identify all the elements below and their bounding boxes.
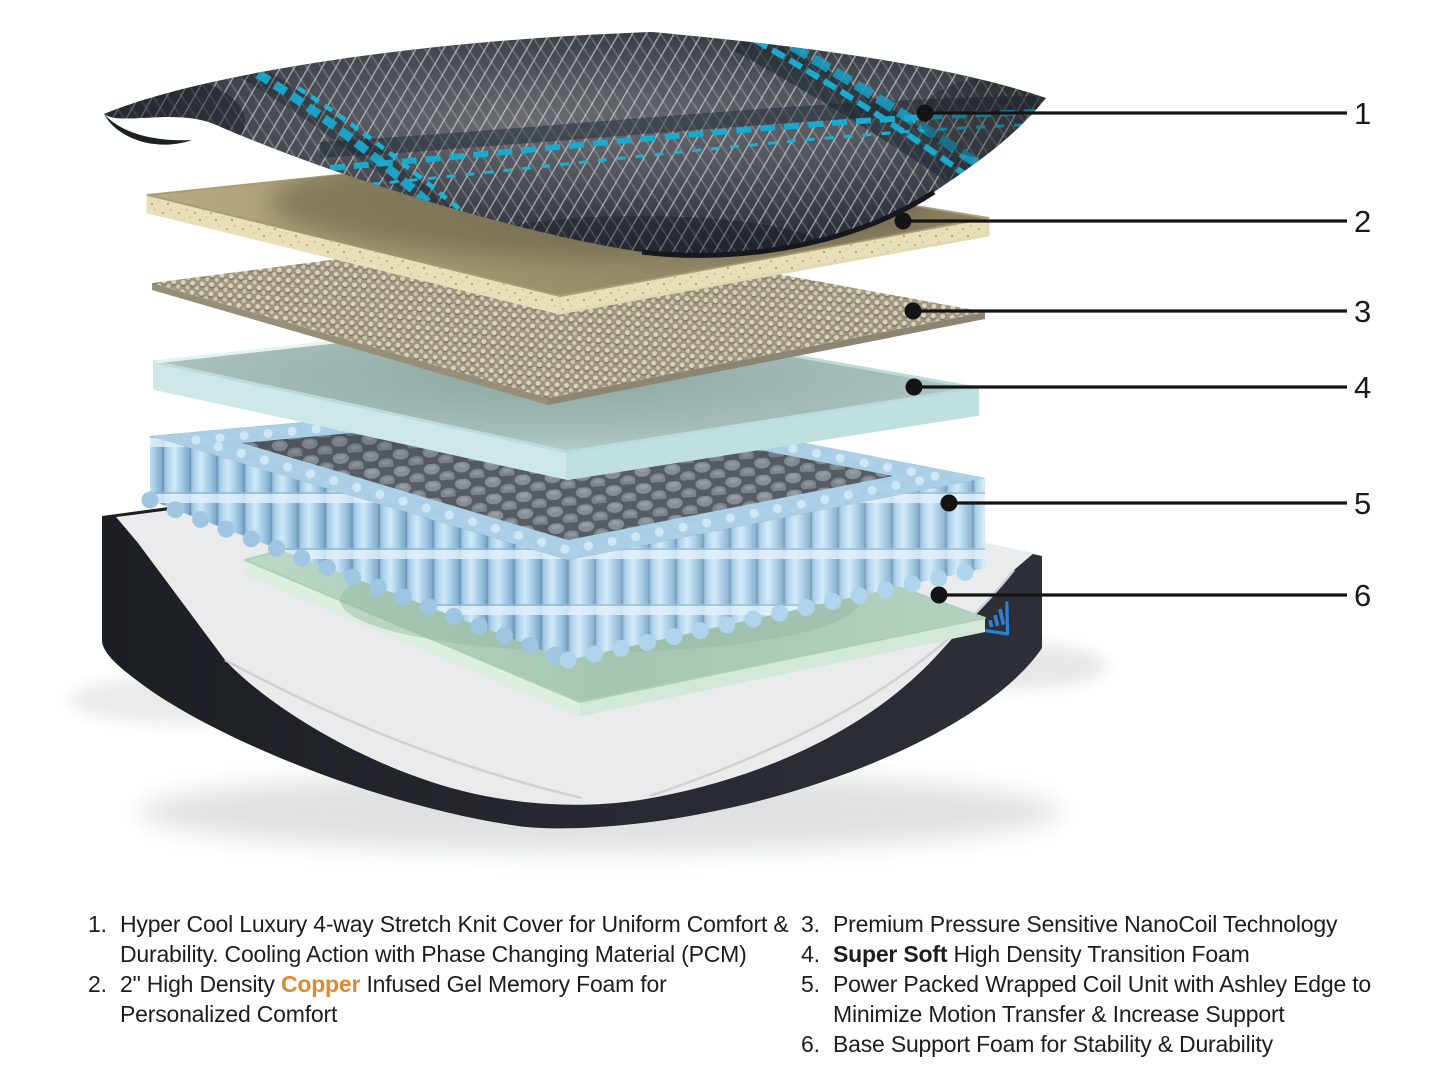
coil-band-texture — [194, 401, 940, 555]
coil-side-right — [568, 478, 985, 660]
nanocoil-top — [152, 232, 985, 398]
base-foam-front-left-edge — [245, 560, 580, 716]
coil-bottom-tips-left — [141, 491, 577, 669]
legend-item-5-number: 5. — [801, 971, 820, 997]
legend-item-4-number: 4. — [801, 941, 820, 967]
legend-item-6: 6. Base Support Foam for Stability & Dur… — [801, 1029, 1381, 1059]
callout-2-label: 2 — [1354, 204, 1371, 239]
callout-6-label: 6 — [1354, 578, 1371, 613]
legend-item-3: 3. Premium Pressure Sensitive NanoCoil T… — [801, 909, 1381, 939]
legend-item-4-bold: Super Soft — [833, 941, 948, 967]
knit-cover-corner-fold — [104, 114, 192, 145]
legend-item-3-number: 3. — [801, 911, 820, 937]
base-rim-shading-right — [649, 569, 1015, 798]
legend-item-2-line1-post: Infused Gel Memory Foam for — [360, 971, 667, 997]
callout-1: 1 — [916, 96, 1371, 131]
legend-item-1: 1. Hyper Cool Luxury 4-way Stretch Knit … — [88, 909, 800, 969]
knit-cover-layer — [104, 32, 1046, 258]
legend-item-2: 2. 2" High Density Copper Infused Gel Me… — [88, 969, 800, 1029]
legend-item-1-text: Hyper Cool Luxury 4-way Stretch Knit Cov… — [120, 909, 800, 969]
coil-bottom-tips-right — [559, 559, 994, 669]
legend-item-2-line2: Personalized Comfort — [120, 1001, 338, 1027]
legend-item-2-copper-highlight: Copper — [280, 971, 361, 997]
base-foam-front-right-edge — [580, 618, 985, 716]
legend-item-2-text: 2" High Density Copper Infused Gel Memor… — [120, 969, 800, 1029]
callout-4: 4 — [905, 370, 1371, 405]
callout-6: 6 — [930, 578, 1371, 613]
callout-5-label: 5 — [1354, 486, 1371, 521]
legend-item-6-text: Base Support Foam for Stability & Durabi… — [833, 1031, 1273, 1057]
legend-item-5-line1: Power Packed Wrapped Coil Unit with Ashl… — [833, 971, 1372, 997]
brand-logo-icon — [985, 601, 1010, 636]
legend-item-4-rest: High Density Transition Foam — [947, 941, 1250, 967]
legend-right-column: 3. Premium Pressure Sensitive NanoCoil T… — [801, 909, 1381, 1059]
legend-item-2-line1-pre: 2" High Density — [120, 971, 281, 997]
callout-2: 2 — [894, 204, 1371, 239]
base-rim-shading-left — [224, 658, 583, 800]
legend-item-5: 5. Power Packed Wrapped Coil Unit with A… — [801, 969, 1381, 1029]
nanocoil-edge-right — [548, 312, 985, 405]
coil-side-right-light — [568, 478, 985, 660]
legend-item-1-line1: Hyper Cool Luxury 4-way Stretch Knit Cov… — [120, 911, 789, 937]
callout-3-label: 3 — [1354, 294, 1371, 329]
legend-item-5-line2: Minimize Motion Transfer & Increase Supp… — [833, 1001, 1285, 1027]
callout-1-label: 1 — [1354, 96, 1371, 131]
legend-item-1-number: 1. — [88, 911, 107, 937]
legend-item-4-text: Super Soft High Density Transition Foam — [833, 939, 1381, 969]
callout-lines: 1 2 3 4 5 6 — [894, 96, 1371, 613]
legend-item-4: 4. Super Soft High Density Transition Fo… — [801, 939, 1381, 969]
legend-left-column: 1. Hyper Cool Luxury 4-way Stretch Knit … — [88, 909, 800, 1029]
coil-side-left — [150, 436, 568, 660]
legend-item-6-number: 6. — [801, 1031, 820, 1057]
callout-4-label: 4 — [1354, 370, 1371, 405]
callout-3: 3 — [904, 294, 1371, 329]
legend-item-1-line2: Durability. Cooling Action with Phase Ch… — [120, 941, 747, 967]
nanocoil-edge-left — [152, 283, 548, 405]
legend-item-2-number: 2. — [88, 971, 107, 997]
callout-5: 5 — [940, 486, 1371, 521]
legend-item-5-text: Power Packed Wrapped Coil Unit with Ashl… — [833, 969, 1381, 1029]
nanocoil-sheet-layer — [152, 232, 985, 405]
legend-item-3-text: Premium Pressure Sensitive NanoCoil Tech… — [833, 911, 1338, 937]
knit-cover-fold-edge — [641, 189, 936, 258]
